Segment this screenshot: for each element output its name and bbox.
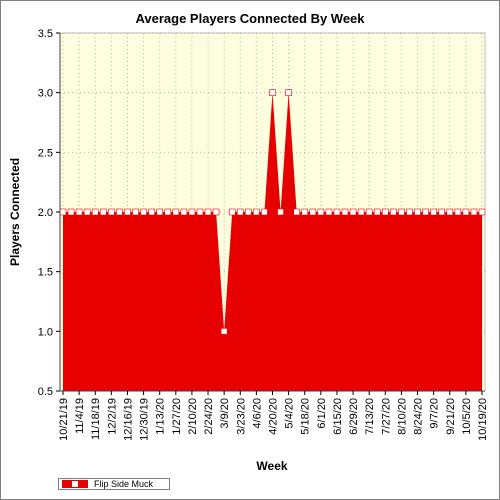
data-point: [132, 208, 139, 216]
x-tick-label: 1/27/20: [171, 398, 183, 435]
data-point: [357, 208, 365, 216]
data-point: [124, 208, 131, 216]
data-point: [325, 208, 333, 216]
data-point: [99, 208, 107, 216]
x-tick-label: 7/13/20: [364, 398, 376, 435]
x-tick-label: 12/30/19: [139, 398, 151, 441]
data-point: [406, 208, 413, 216]
data-point: [212, 208, 220, 216]
data-point: [59, 208, 67, 216]
data-point: [382, 208, 389, 216]
data-point: [220, 328, 228, 335]
x-tick-label: 12/2/19: [106, 398, 118, 435]
data-point: [204, 208, 212, 216]
x-tick-label: 11/4/19: [74, 398, 86, 434]
x-tick-label: 4/6/20: [251, 398, 263, 429]
data-point: [365, 208, 373, 216]
data-point: [67, 208, 75, 216]
x-tick-label: 10/5/20: [461, 398, 473, 435]
data-point: [269, 89, 276, 96]
data-point: [116, 208, 123, 216]
x-tick-label: 10/19/20: [477, 398, 489, 441]
x-tick-label: 6/29/20: [348, 398, 360, 435]
data-point: [108, 208, 115, 216]
chart-title: Average Players Connected By Week: [135, 11, 365, 26]
data-point: [236, 208, 244, 216]
y-tick-label: 3.0: [38, 88, 53, 100]
x-tick-label: 12/16/19: [122, 398, 134, 441]
data-point: [349, 208, 357, 216]
x-tick-label: 1/13/20: [155, 398, 167, 435]
y-tick-label: 2.0: [38, 207, 53, 219]
data-point: [83, 208, 91, 216]
data-point: [140, 208, 147, 216]
data-point: [164, 208, 172, 216]
data-point: [277, 208, 284, 216]
data-point: [172, 208, 180, 216]
data-point: [75, 208, 83, 216]
data-point: [414, 208, 421, 216]
data-point: [438, 208, 446, 216]
data-point: [470, 208, 478, 216]
data-point: [253, 208, 260, 216]
x-tick-label: 5/18/20: [300, 398, 312, 435]
data-point: [245, 208, 252, 216]
data-point: [390, 208, 397, 216]
data-point: [156, 208, 163, 216]
x-tick-label: 2/24/20: [203, 398, 215, 435]
x-tick-label: 8/10/20: [396, 398, 408, 435]
data-point: [317, 208, 325, 216]
legend-label: Flip Side Muck: [94, 479, 154, 489]
y-axis-label: Players Connected: [8, 158, 22, 266]
y-tick-label: 3.5: [38, 28, 53, 40]
data-point: [341, 208, 349, 216]
data-point: [285, 89, 292, 96]
data-point: [228, 208, 236, 216]
data-point: [333, 208, 341, 216]
x-tick-label: 6/15/20: [332, 398, 344, 435]
x-tick-label: 2/10/20: [187, 398, 199, 435]
x-tick-label: 9/7/20: [429, 398, 441, 429]
legend-swatch: [62, 480, 88, 488]
data-point: [148, 208, 155, 216]
data-point: [373, 208, 381, 216]
x-tick-label: 11/18/19: [90, 398, 102, 440]
x-tick-label: 4/20/20: [268, 398, 280, 435]
x-tick-label: 6/1/20: [316, 398, 328, 429]
data-point: [422, 208, 429, 216]
x-tick-label: 9/21/20: [445, 398, 457, 435]
data-point: [398, 208, 405, 216]
data-point: [91, 208, 99, 216]
data-point: [462, 208, 470, 216]
data-point: [180, 208, 188, 216]
legend: Flip Side Muck: [58, 478, 170, 490]
x-tick-label: 8/24/20: [413, 398, 425, 435]
y-tick-label: 0.5: [38, 386, 53, 398]
x-axis-label: Week: [256, 459, 287, 473]
y-tick-label: 1.0: [38, 326, 53, 338]
data-point: [261, 208, 268, 216]
data-point: [478, 208, 486, 216]
x-tick-label: 3/9/20: [219, 398, 231, 429]
data-point: [188, 208, 196, 216]
x-tick-label: 5/4/20: [284, 398, 296, 429]
data-point: [293, 208, 300, 216]
x-tick-label: 7/27/20: [380, 398, 392, 435]
data-point: [309, 208, 317, 216]
y-tick-label: 1.5: [38, 267, 53, 279]
y-tick-label: 2.5: [38, 147, 53, 159]
legend-marker: [71, 480, 79, 488]
data-point: [446, 208, 454, 216]
data-point: [430, 208, 437, 216]
x-tick-label: 10/21/19: [58, 398, 70, 441]
data-point: [196, 208, 204, 216]
series-area: [63, 92, 482, 392]
data-point: [301, 208, 309, 216]
data-point: [454, 208, 462, 216]
x-tick-label: 3/23/20: [235, 398, 247, 435]
